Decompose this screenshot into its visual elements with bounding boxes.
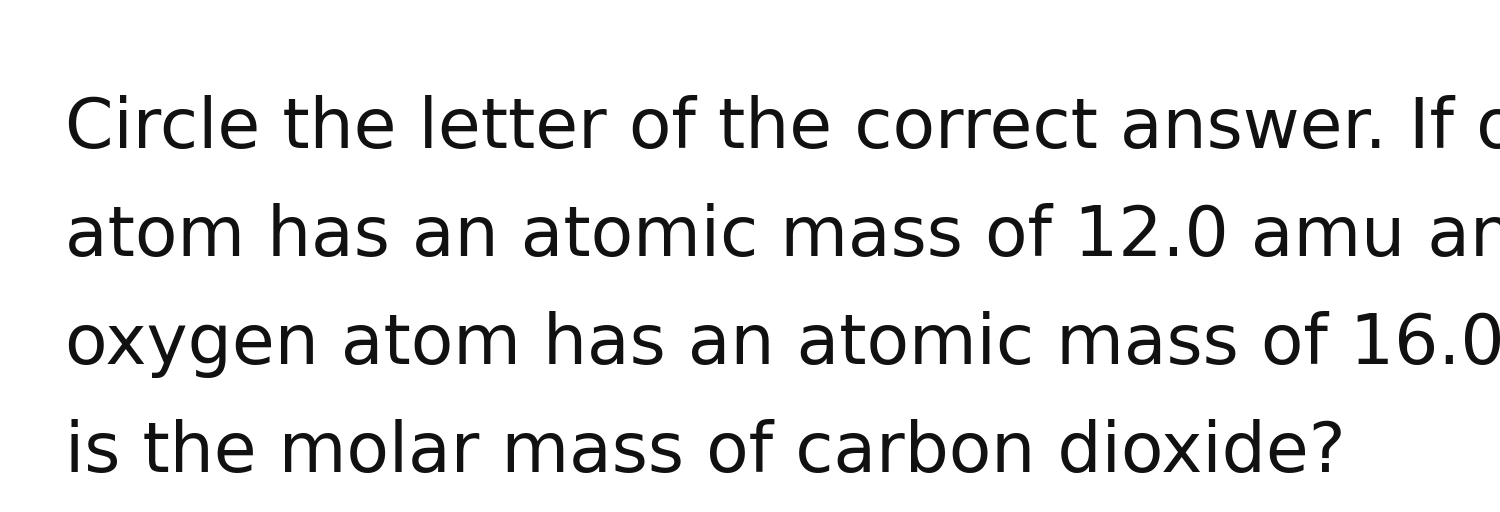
Text: Circle the letter of the correct answer. If one carbon: Circle the letter of the correct answer.…: [64, 95, 1500, 162]
Text: atom has an atomic mass of 12.0 amu and one: atom has an atomic mass of 12.0 amu and …: [64, 203, 1500, 270]
Text: is the molar mass of carbon dioxide?: is the molar mass of carbon dioxide?: [64, 419, 1346, 486]
Text: oxygen atom has an atomic mass of 16.0 amu, what: oxygen atom has an atomic mass of 16.0 a…: [64, 311, 1500, 378]
